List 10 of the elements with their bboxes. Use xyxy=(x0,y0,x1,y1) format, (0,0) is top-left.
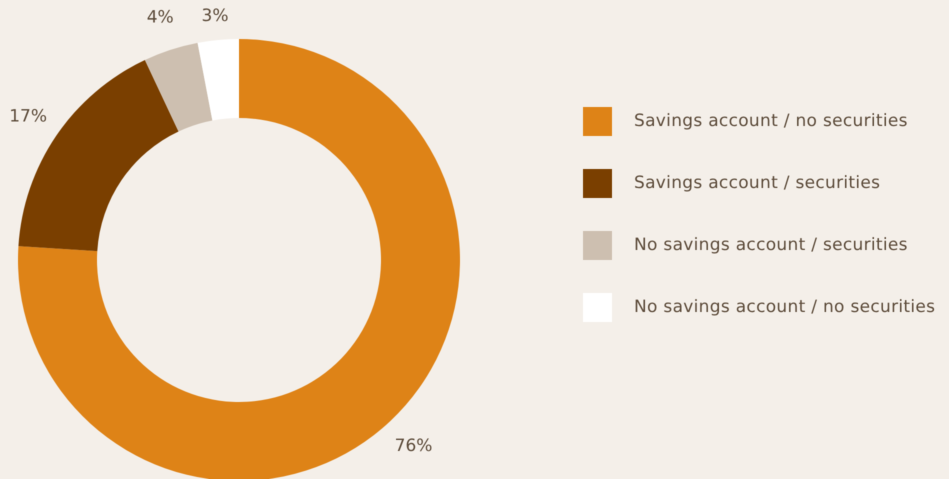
legend-label: No savings account / no securities xyxy=(634,297,936,317)
data-label: 3% xyxy=(202,6,228,26)
legend-label: Savings account / securities xyxy=(634,173,880,193)
data-label: 4% xyxy=(146,7,174,28)
data-label: 76% xyxy=(394,436,432,456)
donut-slice xyxy=(198,39,239,121)
legend-label: Savings account / no securities xyxy=(634,111,908,131)
donut-slice xyxy=(144,42,212,132)
legend-label: No savings account / securities xyxy=(634,235,908,255)
data-label: 17% xyxy=(9,106,47,127)
